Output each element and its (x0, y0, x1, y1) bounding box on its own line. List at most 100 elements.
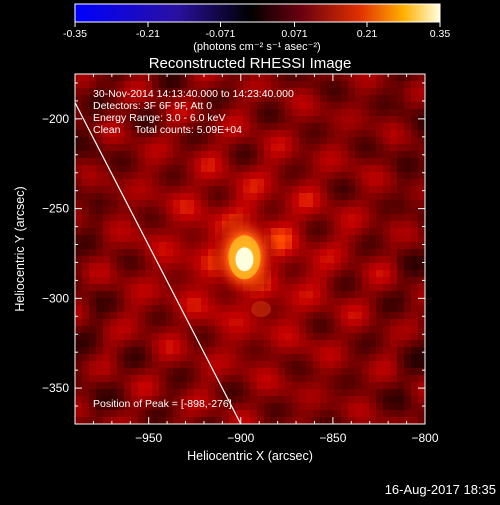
heatmap-cell (390, 319, 397, 326)
heatmap-cell (299, 277, 306, 284)
heatmap-cell (173, 88, 180, 95)
heatmap-cell (89, 172, 96, 179)
heatmap-cell (236, 109, 243, 116)
heatmap-cell (103, 242, 110, 249)
heatmap-cell (320, 186, 327, 193)
heatmap-cell (208, 207, 215, 214)
heatmap-cell (313, 74, 320, 81)
heatmap-cell (299, 81, 306, 88)
heatmap-cell (117, 74, 124, 81)
heatmap-cell (166, 396, 173, 403)
heatmap-cell (117, 144, 124, 151)
heatmap-cell (299, 193, 306, 200)
heatmap-cell (390, 207, 397, 214)
heatmap-cell (103, 263, 110, 270)
heatmap-cell (117, 291, 124, 298)
heatmap-cell (313, 249, 320, 256)
heatmap-cell (75, 305, 82, 312)
heatmap-cell (411, 298, 418, 305)
heatmap-cell (222, 165, 229, 172)
heatmap-cell (341, 389, 348, 396)
heatmap-cell (166, 151, 173, 158)
heatmap-cell (362, 95, 369, 102)
heatmap-cell (75, 291, 82, 298)
heatmap-cell (117, 319, 124, 326)
heatmap-cell (390, 270, 397, 277)
heatmap-cell (334, 242, 341, 249)
heatmap-cell (306, 312, 313, 319)
heatmap-cell (383, 179, 390, 186)
heatmap-cell (320, 137, 327, 144)
heatmap-cell (404, 235, 411, 242)
heatmap-cell (264, 291, 271, 298)
heatmap-cell (201, 200, 208, 207)
heatmap-cell (250, 340, 257, 347)
heatmap-cell (166, 179, 173, 186)
heatmap-cell (117, 165, 124, 172)
heatmap-cell (383, 88, 390, 95)
heatmap-cell (236, 312, 243, 319)
heatmap-cell (75, 375, 82, 382)
heatmap-cell (306, 130, 313, 137)
heatmap-cell (313, 228, 320, 235)
heatmap-cell (159, 340, 166, 347)
heatmap-cell (166, 172, 173, 179)
heatmap-cell (138, 81, 145, 88)
heatmap-cell (243, 102, 250, 109)
heatmap-cell (257, 137, 264, 144)
heatmap-cell (89, 186, 96, 193)
heatmap-cell (82, 368, 89, 375)
heatmap-cell (411, 361, 418, 368)
heatmap-cell (397, 270, 404, 277)
heatmap-cell (390, 403, 397, 410)
heatmap-cell (390, 81, 397, 88)
heatmap-cell (362, 263, 369, 270)
heatmap-cell (138, 396, 145, 403)
heatmap-cell (257, 172, 264, 179)
heatmap-cell (411, 319, 418, 326)
heatmap-cell (82, 102, 89, 109)
heatmap-cell (327, 137, 334, 144)
heatmap-cell (96, 284, 103, 291)
heatmap-cell (117, 193, 124, 200)
heatmap-cell (222, 116, 229, 123)
heatmap-cell (243, 109, 250, 116)
heatmap-cell (103, 277, 110, 284)
heatmap-cell (292, 354, 299, 361)
heatmap-cell (89, 151, 96, 158)
heatmap-cell (110, 375, 117, 382)
heatmap-cell (278, 263, 285, 270)
heatmap-cell (236, 193, 243, 200)
heatmap-cell (278, 172, 285, 179)
heatmap-cell (131, 319, 138, 326)
heatmap-cell (222, 368, 229, 375)
heatmap-cell (117, 277, 124, 284)
heatmap-cell (82, 326, 89, 333)
heatmap-cell (75, 319, 82, 326)
heatmap-cell (180, 312, 187, 319)
annotation-detectors: Detectors: 3F 6F 9F, Att 0 (93, 100, 212, 112)
heatmap-cell (96, 298, 103, 305)
heatmap-cell (285, 193, 292, 200)
heatmap-cell (194, 158, 201, 165)
heatmap-cell (285, 389, 292, 396)
heatmap-cell (173, 354, 180, 361)
heatmap-cell (89, 95, 96, 102)
colorbar-unit-label: (photons cm⁻² s⁻¹ asec⁻²) (193, 41, 320, 53)
heatmap-cell (117, 207, 124, 214)
heatmap-cell (138, 319, 145, 326)
heatmap-cell (355, 368, 362, 375)
heatmap-cell (138, 382, 145, 389)
heatmap-cell (376, 242, 383, 249)
heatmap-cell (110, 326, 117, 333)
heatmap-cell (103, 403, 110, 410)
heatmap-cell (376, 263, 383, 270)
heatmap-cell (285, 88, 292, 95)
heatmap-cell (89, 368, 96, 375)
heatmap-cell (145, 123, 152, 130)
heatmap-cell (180, 235, 187, 242)
heatmap-cell (376, 319, 383, 326)
heatmap-cell (257, 74, 264, 81)
heatmap-cell (124, 88, 131, 95)
heatmap-cell (138, 193, 145, 200)
